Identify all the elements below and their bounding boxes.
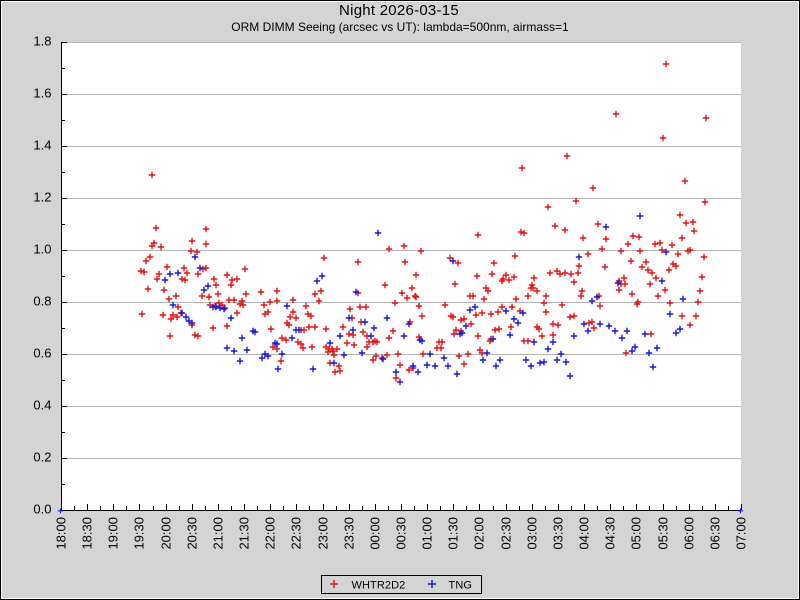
svg-text:23:30: 23:30 [342,517,357,550]
svg-text:19:00: 19:00 [106,517,121,550]
svg-text:0.8: 0.8 [33,294,51,309]
svg-text:TNG: TNG [449,580,473,592]
svg-text:06:30: 06:30 [708,517,723,550]
svg-text:20:30: 20:30 [185,517,200,550]
svg-text:03:30: 03:30 [551,517,566,550]
svg-text:21:00: 21:00 [211,517,226,550]
svg-text:0.6: 0.6 [33,346,51,361]
svg-text:0.4: 0.4 [33,398,51,413]
svg-text:02:30: 02:30 [499,517,514,550]
svg-text:20:00: 20:00 [159,517,174,550]
svg-text:05:00: 05:00 [629,517,644,550]
svg-text:0.2: 0.2 [33,450,51,465]
svg-text:01:00: 01:00 [420,517,435,550]
svg-text:04:00: 04:00 [577,517,592,550]
svg-text:19:30: 19:30 [132,517,147,550]
svg-text:ORM DIMM Seeing (arcsec vs UT): ORM DIMM Seeing (arcsec vs UT): lambda=5… [231,20,569,34]
svg-text:Night 2026-03-15: Night 2026-03-15 [339,2,459,19]
svg-text:01:30: 01:30 [446,517,461,550]
svg-text:21:30: 21:30 [237,517,252,550]
svg-text:WHTR2D2: WHTR2D2 [352,580,406,592]
svg-text:05:30: 05:30 [656,517,671,550]
svg-text:0.0: 0.0 [33,502,51,517]
svg-text:18:00: 18:00 [54,517,69,550]
svg-text:07:00: 07:00 [734,517,749,550]
svg-text:03:00: 03:00 [525,517,540,550]
svg-text:18:30: 18:30 [80,517,95,550]
svg-text:1.6: 1.6 [33,86,51,101]
svg-text:23:00: 23:00 [316,517,331,550]
svg-text:06:00: 06:00 [682,517,697,550]
svg-text:04:30: 04:30 [603,517,618,550]
svg-text:00:30: 00:30 [394,517,409,550]
svg-text:1.2: 1.2 [33,190,51,205]
svg-text:22:30: 22:30 [289,517,304,550]
svg-text:1.0: 1.0 [33,242,51,257]
svg-text:1.8: 1.8 [33,34,51,49]
svg-text:1.4: 1.4 [33,138,51,153]
svg-text:22:00: 22:00 [263,517,278,550]
svg-text:02:00: 02:00 [472,517,487,550]
svg-text:00:00: 00:00 [368,517,383,550]
